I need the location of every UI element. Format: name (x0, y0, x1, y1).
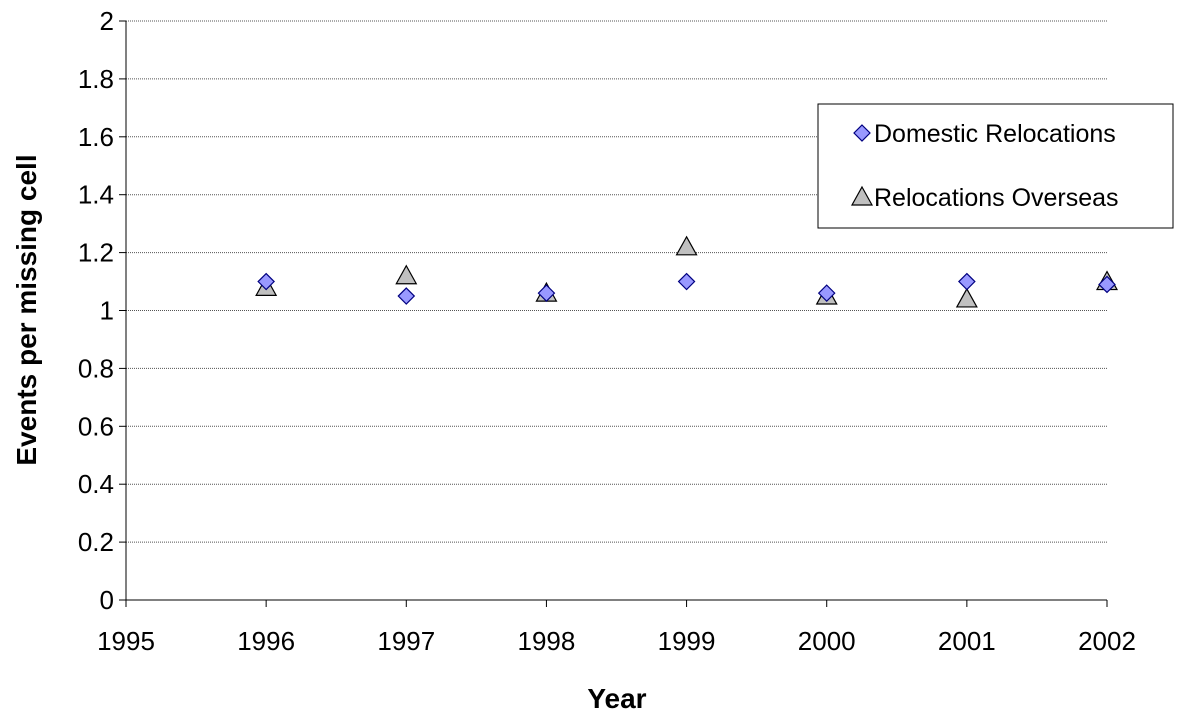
legend-diamond-icon (853, 124, 871, 142)
x-tick-label: 1999 (658, 626, 716, 656)
legend-label: Domestic Relocations (874, 120, 1116, 148)
y-tick-label: 1.2 (78, 238, 114, 268)
x-tick-label: 2000 (798, 626, 856, 656)
y-tick-label: 0 (100, 585, 114, 615)
x-tick-label: 1996 (237, 626, 295, 656)
legend-label: Relocations Overseas (874, 184, 1119, 212)
y-tick-label: 0.8 (78, 353, 114, 383)
x-axis-title: Year (587, 683, 646, 714)
legend: Domestic Relocations Relocations Overseas (817, 103, 1174, 229)
diamond-point (537, 284, 556, 302)
data-points (255, 235, 1119, 308)
x-tick-label: 2001 (938, 626, 996, 656)
x-axis-ticks: 1995 1996 1997 1998 1999 2000 2001 2002 (97, 600, 1136, 656)
triangle-point (955, 287, 978, 308)
y-tick-label: 0.2 (78, 527, 114, 557)
y-tick-label: 0.4 (78, 469, 114, 499)
diamond-point (397, 287, 416, 305)
series-diamond (257, 272, 1116, 305)
diamond-point (817, 284, 836, 302)
y-tick-label: 1.8 (78, 64, 114, 94)
y-tick-label: 0.6 (78, 411, 114, 441)
gridlines (126, 20, 1107, 543)
diamond-point (958, 272, 976, 291)
y-tick-label: 2 (100, 6, 114, 36)
y-tick-label: 1.4 (78, 180, 114, 210)
x-tick-label: 1995 (97, 626, 155, 656)
y-tick-label: 1.6 (78, 122, 114, 152)
x-tick-label: 1997 (377, 626, 435, 656)
diamond-point (1098, 275, 1116, 294)
y-tick-label: 1 (100, 296, 114, 326)
legend-box (817, 103, 1174, 229)
series-triangle (255, 235, 1119, 308)
y-axis-ticks: 0 0.2 0.4 0.6 0.8 1 1.2 1.4 1.6 1.8 2 (78, 6, 126, 615)
x-tick-label: 2002 (1078, 626, 1136, 656)
triangle-point (675, 235, 698, 256)
diamond-point (257, 272, 275, 291)
legend-triangle-icon (850, 185, 874, 206)
triangle-point (395, 264, 418, 285)
y-axis-title: Events per missing cell (11, 154, 42, 465)
x-tick-label: 1998 (518, 626, 576, 656)
diamond-point (677, 272, 696, 291)
